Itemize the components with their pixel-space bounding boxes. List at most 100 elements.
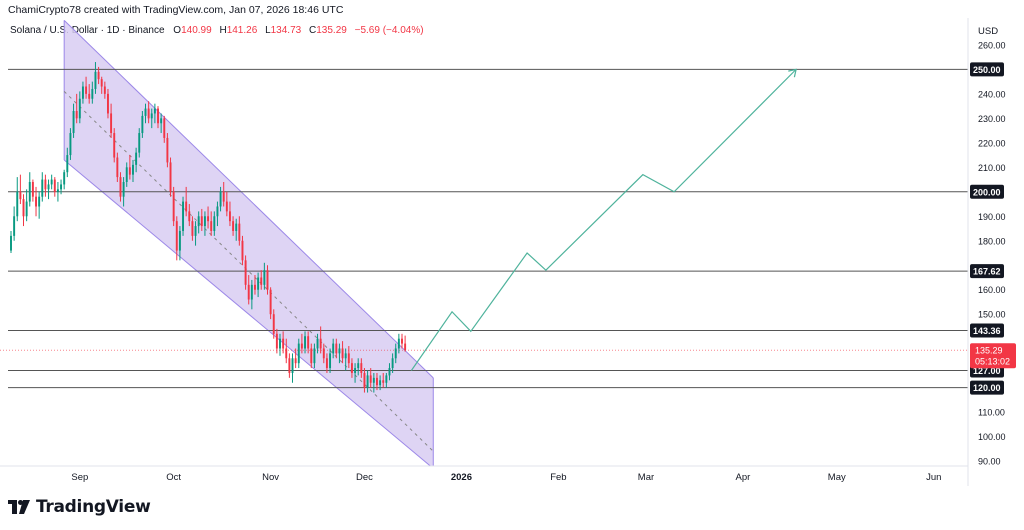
candle-body — [10, 235, 12, 251]
candle-body — [166, 137, 169, 163]
x-tick-label: Apr — [736, 472, 751, 483]
candle-body — [141, 115, 144, 134]
candle-body — [191, 221, 194, 236]
low-label: L — [265, 25, 271, 36]
candle-body — [19, 191, 22, 200]
candle-body — [132, 164, 134, 175]
candle-body — [272, 314, 275, 334]
candle-body — [275, 333, 278, 349]
candle-body — [78, 98, 81, 119]
candle-body — [282, 338, 285, 349]
x-tick-label: Sep — [71, 472, 88, 483]
candle-body — [56, 189, 59, 192]
y-tick-label: 260.00 — [978, 40, 1006, 50]
candle-body — [197, 216, 200, 227]
candle-body — [25, 201, 28, 217]
level-label-bg — [970, 264, 1004, 279]
candle-body — [325, 358, 328, 369]
candle-body — [316, 338, 319, 349]
candle-body — [294, 358, 297, 364]
candle-body — [200, 216, 203, 227]
level-label: 200.00 — [973, 187, 1001, 197]
candle-body — [22, 199, 25, 217]
candle-body — [269, 289, 272, 315]
candle-body — [103, 86, 106, 94]
candle-body — [44, 179, 47, 190]
low-value: 134.73 — [270, 25, 302, 36]
candle-body — [228, 211, 231, 222]
close-label: C — [309, 25, 317, 36]
candle-body — [100, 79, 103, 87]
candle-body — [106, 93, 109, 114]
candle-body — [357, 363, 360, 369]
candle-body — [75, 111, 78, 119]
candle-body — [291, 358, 294, 373]
candle-body — [313, 348, 316, 364]
candle-body — [97, 71, 100, 80]
candle-body — [135, 152, 138, 165]
candle-body — [81, 86, 84, 99]
candle-body — [244, 260, 247, 285]
x-tick-label: Dec — [356, 472, 373, 483]
x-tick-label: Nov — [262, 472, 279, 483]
candle-body — [238, 223, 241, 241]
projection-path — [410, 68, 797, 371]
candle-body — [297, 343, 300, 364]
y-tick-label: 90.00 — [978, 457, 1001, 467]
candle-body — [213, 216, 216, 231]
candle-body — [63, 172, 66, 185]
candle-body — [28, 182, 31, 202]
candle-body — [157, 108, 159, 124]
candle-body — [178, 230, 181, 251]
candle-body — [144, 108, 147, 116]
candle-body — [397, 338, 400, 349]
y-tick-label: 180.00 — [978, 236, 1006, 246]
channel-lower-line — [63, 159, 432, 466]
x-tick-label: 2026 — [451, 472, 472, 483]
candle-body — [401, 338, 403, 344]
candle-body — [41, 179, 44, 197]
chart-credit: ChamiCrypto78 created with TradingView.c… — [8, 4, 344, 16]
candle-body — [207, 216, 210, 222]
candle-body — [254, 284, 256, 290]
level-label: 143.36 — [973, 326, 1001, 336]
channel-upper-line — [63, 20, 434, 379]
y-tick-label: 240.00 — [978, 89, 1006, 99]
tradingview-logo[interactable]: TradingView — [8, 497, 151, 517]
x-tick-label: Feb — [550, 472, 566, 483]
candle-body — [185, 201, 188, 212]
candle-body — [138, 133, 141, 153]
candle-body — [225, 201, 228, 212]
candle-body — [235, 223, 238, 231]
current-price-label-bg — [970, 343, 1016, 369]
candle-body — [250, 284, 253, 300]
candle-body — [347, 353, 350, 364]
x-tick-label: May — [828, 472, 846, 483]
candle-body — [279, 338, 281, 349]
candle-body — [241, 240, 244, 261]
candle-body — [304, 336, 306, 349]
x-tick-label: Mar — [638, 472, 654, 483]
candle-body — [263, 270, 266, 285]
y-tick-label: 230.00 — [978, 114, 1006, 124]
candle-body — [72, 111, 75, 134]
candle-body — [38, 196, 41, 207]
y-tick-label: 220.00 — [978, 138, 1006, 148]
candle-body — [216, 206, 219, 217]
candle-body — [222, 191, 225, 202]
candle-body — [247, 284, 250, 300]
y-tick-label: 190.00 — [978, 212, 1006, 222]
y-tick-label: 150.00 — [978, 310, 1006, 320]
high-value: 141.26 — [226, 25, 258, 36]
candle-body — [88, 93, 91, 99]
candle-body — [169, 162, 172, 192]
projection-layer — [410, 68, 797, 371]
candle-body — [332, 343, 335, 354]
candle-body — [391, 358, 394, 369]
candle-body — [119, 177, 122, 197]
candle-body — [257, 277, 260, 290]
price-change: −5.69 (−4.04%) — [354, 25, 424, 36]
candle-body — [160, 118, 163, 124]
candle-body — [66, 155, 69, 173]
